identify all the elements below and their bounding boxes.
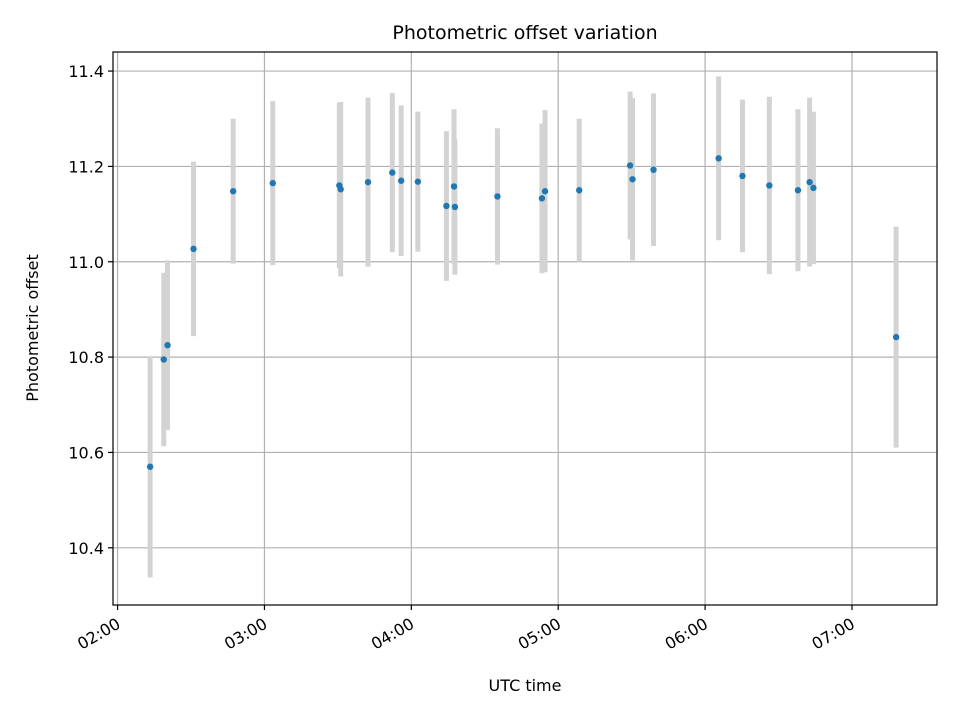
y-axis-title: Photometric offset <box>23 254 42 402</box>
y-axis-ticks: 10.4 10.6 10.8 11.0 11.2 11.4 <box>68 62 113 558</box>
x-tick-label: 03:00 <box>221 614 270 654</box>
plot-frame <box>112 51 938 606</box>
data-point <box>364 178 372 186</box>
data-point <box>538 195 546 202</box>
data-point <box>650 166 657 173</box>
data-point <box>810 184 817 192</box>
x-tick-label: 04:00 <box>368 614 417 654</box>
x-tick-label: 06:00 <box>662 614 711 654</box>
data-point <box>450 183 458 190</box>
data-point <box>626 162 634 169</box>
data-point <box>715 155 722 162</box>
data-point <box>806 178 813 186</box>
x-axis-title: UTC time <box>489 676 562 695</box>
data-point <box>146 463 154 470</box>
x-tick-label: 07:00 <box>809 614 858 654</box>
y-tick-label: 10.6 <box>68 443 104 462</box>
data-point <box>892 333 900 341</box>
x-tick-label: 02:00 <box>74 614 123 654</box>
x-axis-ticks: 02:00 03:00 04:00 05:00 06:00 07:00 <box>74 605 858 654</box>
data-point <box>443 202 450 210</box>
data-point <box>629 176 636 183</box>
data-point <box>739 172 746 180</box>
data-point <box>269 179 276 187</box>
data-point <box>494 193 501 200</box>
data-point <box>229 188 237 195</box>
y-tick-label: 11.4 <box>68 62 104 81</box>
errorbar-layer <box>147 76 899 578</box>
y-tick-label: 11.2 <box>68 157 104 176</box>
data-point <box>541 188 549 195</box>
data-point <box>337 186 344 193</box>
y-tick-label: 10.8 <box>68 348 104 367</box>
y-tick-label: 10.4 <box>68 539 104 558</box>
data-point <box>164 341 171 349</box>
data-point <box>794 187 802 194</box>
data-point <box>451 203 459 211</box>
data-point <box>389 169 396 176</box>
data-point <box>766 182 773 189</box>
y-tick-label: 11.0 <box>68 253 104 272</box>
data-point <box>190 245 197 253</box>
data-point <box>160 356 167 363</box>
x-tick-label: 05:00 <box>515 614 564 654</box>
data-point <box>576 187 583 194</box>
data-point <box>397 177 405 184</box>
data-point <box>414 178 422 185</box>
chart-title: Photometric offset variation <box>392 22 657 44</box>
point-layer <box>146 155 900 470</box>
